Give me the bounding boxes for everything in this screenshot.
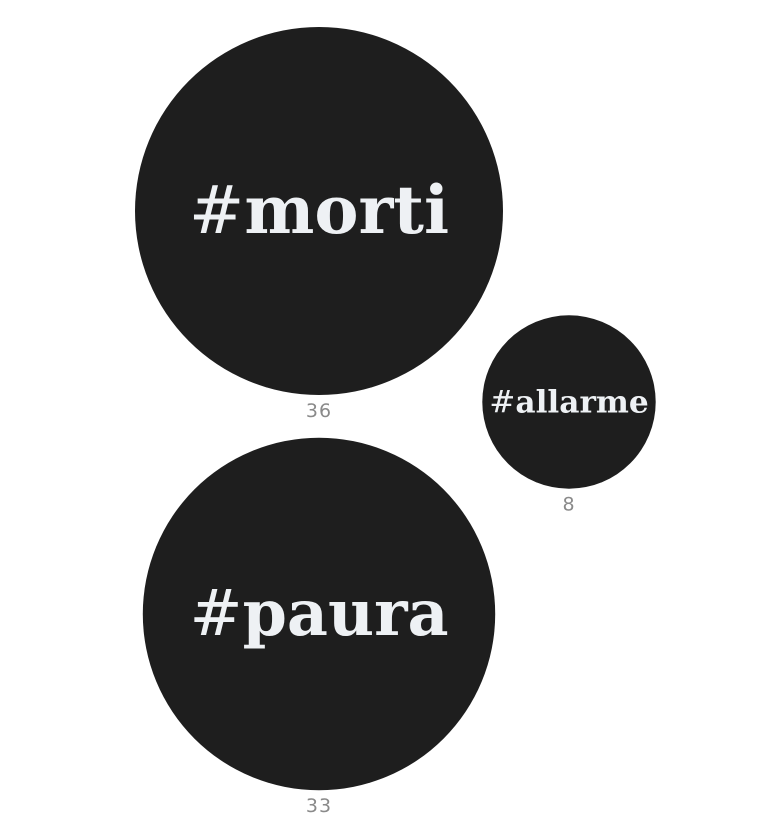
hashtag-word: morti: [244, 171, 449, 249]
bubble-allarme: #allarme 8: [482, 315, 656, 516]
hashtag-symbol: #: [489, 384, 515, 420]
bubble-morti: #morti 36: [135, 27, 503, 422]
hashtag-word: paura: [243, 575, 449, 650]
hashtag-symbol: #: [189, 172, 244, 249]
hashtag-word: allarme: [515, 384, 648, 420]
count-label-paura: 33: [306, 795, 332, 817]
bubble-circle-morti: [135, 27, 503, 395]
count-label-morti: 36: [306, 400, 332, 422]
hashtag-symbol: #: [189, 576, 242, 650]
bubble-circle-paura: [142, 437, 496, 791]
hashtag-label-morti: #morti: [189, 171, 449, 249]
count-label-allarme: 8: [562, 494, 575, 516]
bubble-paura: #paura 33: [142, 437, 496, 817]
bubble-circle-allarme: [482, 315, 656, 489]
hashtag-label-paura: #paura: [189, 575, 448, 650]
hashtag-label-allarme: #allarme: [489, 384, 649, 420]
